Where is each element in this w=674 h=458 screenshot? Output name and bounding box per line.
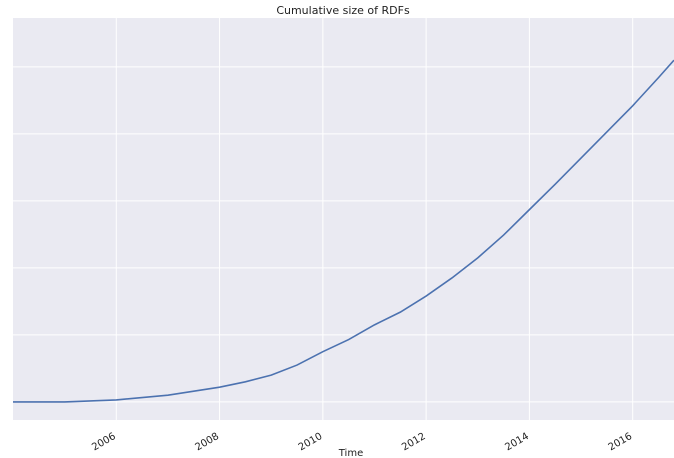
line	[13, 59, 674, 403]
chart-title: Cumulative size of RDFs	[276, 4, 410, 17]
x-tick-label: 2006	[90, 431, 118, 453]
plot-area	[13, 18, 674, 420]
x-tick-label: 2010	[297, 431, 325, 453]
x-tick-label: 2008	[194, 431, 222, 453]
x-tick-label: 2014	[503, 431, 531, 453]
x-axis-label: Time	[338, 448, 363, 458]
x-tick-label: 2016	[607, 431, 635, 453]
x-tick-label: 2012	[400, 431, 428, 453]
